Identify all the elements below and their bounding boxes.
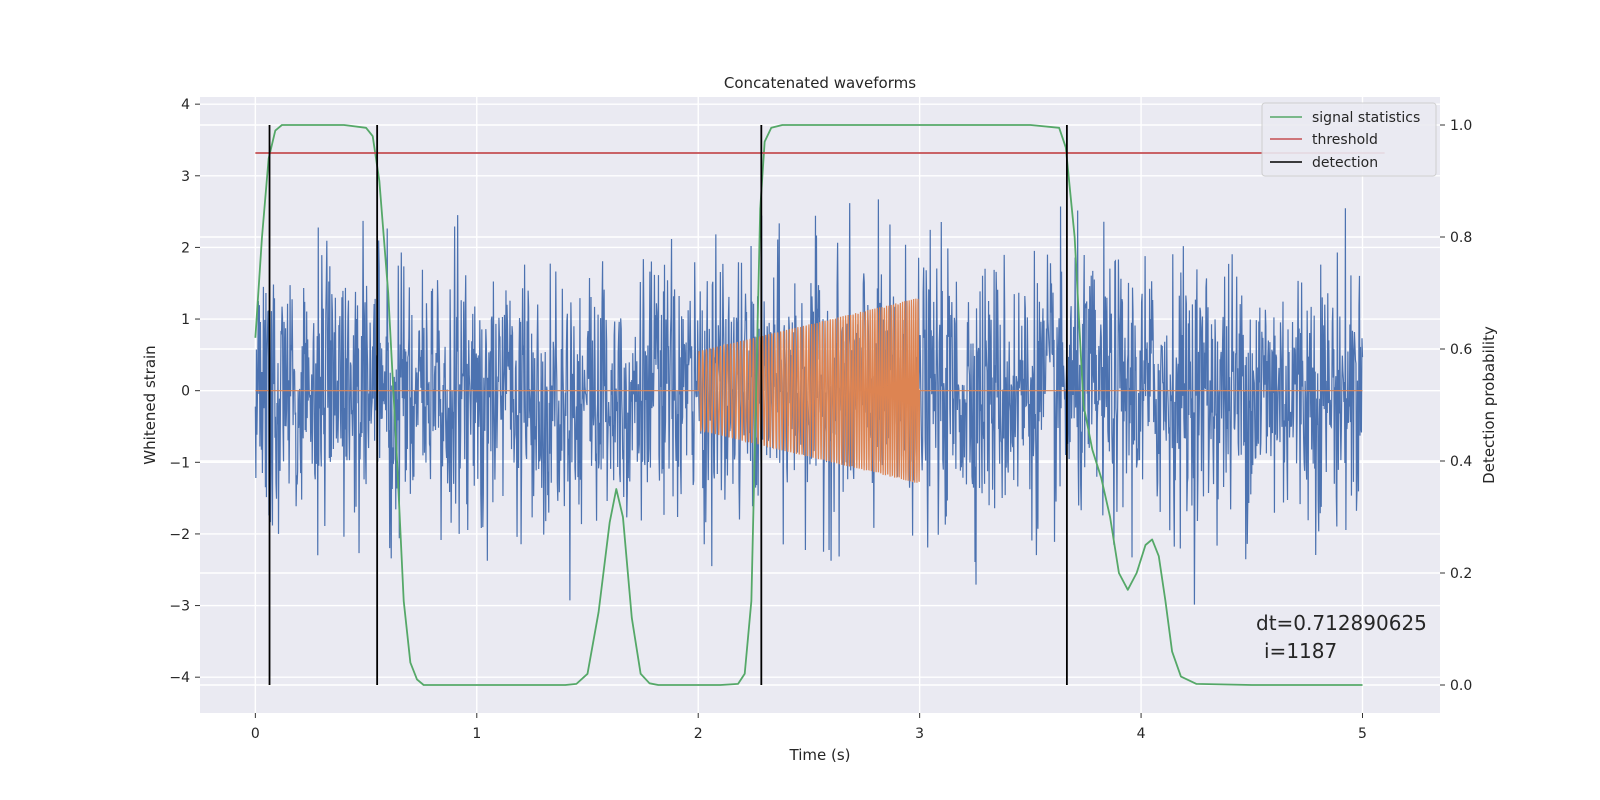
y2-tick-label: 0.2 bbox=[1450, 566, 1472, 582]
y-tick-label: 3 bbox=[181, 169, 190, 185]
y-axis-title: Whitened strain bbox=[141, 345, 159, 464]
y-tick-label: −4 bbox=[169, 670, 190, 686]
annotation-i: i=1187 bbox=[1264, 639, 1337, 663]
y-tick-label: −1 bbox=[169, 455, 190, 471]
x-tick-label: 2 bbox=[694, 726, 703, 742]
axes-layer: 0 1 2 3 4 5 −4 −3 −2 −1 0 1 2 3 4 0.0 0.2 0.4 0.6 0.8 1.0 bbox=[169, 97, 1472, 742]
y2-tick-label: 0.8 bbox=[1450, 230, 1472, 246]
x-tick-label: 0 bbox=[251, 726, 260, 742]
legend-box bbox=[1261, 102, 1437, 177]
y-tick-label: 1 bbox=[181, 312, 190, 328]
x-tick-label: 1 bbox=[472, 726, 481, 742]
y2-tick-label: 1.0 bbox=[1450, 118, 1472, 134]
probability-layer bbox=[254, 124, 1385, 686]
x-tick-label: 4 bbox=[1137, 726, 1146, 742]
y-tick-label: −3 bbox=[169, 599, 190, 615]
x-tick-label: 5 bbox=[1358, 726, 1367, 742]
legend-label-signal-statistics: signal statistics bbox=[1312, 110, 1420, 126]
noise-strain-line bbox=[254, 199, 1364, 605]
y2-tick-label: 0.4 bbox=[1450, 454, 1472, 470]
injected-waveform-line bbox=[255, 298, 1363, 483]
y-tick-label: −2 bbox=[169, 527, 190, 543]
legend-label-detection: detection bbox=[1312, 155, 1378, 171]
legend-label-threshold: threshold bbox=[1312, 132, 1378, 148]
x-tick-label: 3 bbox=[915, 726, 924, 742]
y-tick-label: 0 bbox=[181, 384, 190, 400]
y2-tick-label: 0.0 bbox=[1450, 678, 1472, 694]
y2-axis-title: Detection probability bbox=[1480, 326, 1498, 484]
y-tick-label: 4 bbox=[181, 97, 190, 113]
legend: signal statistics threshold detection bbox=[1261, 102, 1437, 177]
y2-tick-label: 0.6 bbox=[1450, 342, 1472, 358]
annotation-dt: dt=0.712890625 bbox=[1256, 611, 1427, 635]
noise-strain-layer bbox=[254, 199, 1364, 605]
y-tick-label: 2 bbox=[181, 240, 190, 256]
chart-title: Concatenated waveforms bbox=[724, 74, 916, 92]
x-axis-title: Time (s) bbox=[789, 746, 851, 764]
